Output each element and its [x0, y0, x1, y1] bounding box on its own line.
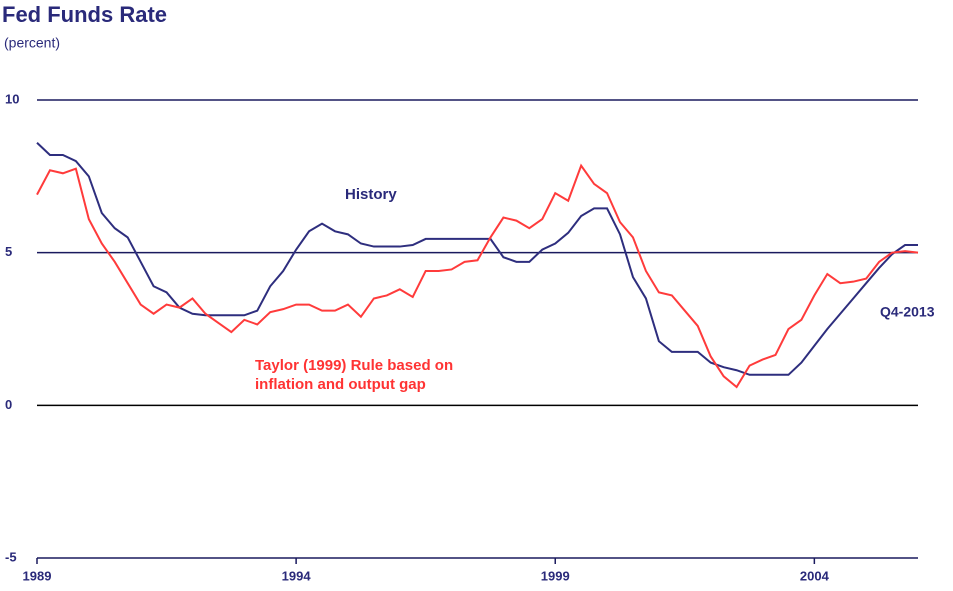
y-tick-label: 0 [5, 397, 12, 412]
series-line [36, 142, 918, 376]
chart-subtitle: (percent) [4, 35, 60, 51]
x-tick-label: 1989 [23, 568, 52, 583]
x-tick-label: 2004 [800, 568, 830, 583]
end-label: Q4-2013 [880, 304, 935, 320]
taylor-label: Taylor (1999) Rule based on [255, 357, 453, 374]
history-label: History [345, 186, 397, 203]
series-line [36, 163, 919, 389]
chart-title: Fed Funds Rate [2, 2, 167, 27]
y-tick-label: 5 [5, 244, 12, 259]
y-tick-label: 10 [5, 91, 19, 106]
x-tick-label: 1999 [541, 568, 570, 583]
y-tick-label: -5 [5, 549, 17, 564]
x-tick-label: 1994 [282, 568, 312, 583]
taylor-label: inflation and output gap [255, 376, 426, 393]
